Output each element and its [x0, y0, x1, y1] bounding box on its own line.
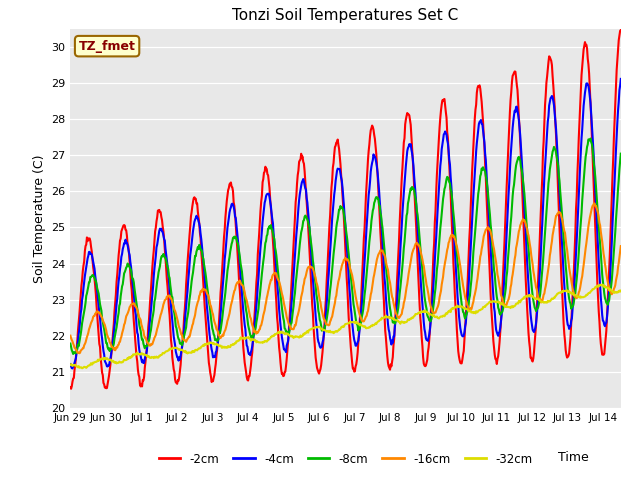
-16cm [67, 333, 74, 338]
-2cm [617, 27, 625, 33]
-16cm [101, 322, 109, 328]
-2cm [101, 384, 109, 390]
Line: -16cm: -16cm [70, 204, 621, 353]
-8cm [484, 197, 492, 203]
-32cm [101, 355, 109, 361]
Text: TZ_fmet: TZ_fmet [79, 40, 136, 53]
Legend: -2cm, -4cm, -8cm, -16cm, -32cm: -2cm, -4cm, -8cm, -16cm, -32cm [154, 448, 537, 470]
-32cm [67, 362, 74, 368]
-16cm [418, 253, 426, 259]
-16cm [591, 201, 598, 206]
-2cm [67, 386, 75, 392]
-8cm [387, 310, 395, 315]
-4cm [401, 170, 409, 176]
-32cm [418, 309, 426, 315]
-2cm [401, 121, 409, 127]
-4cm [418, 292, 426, 298]
-2cm [418, 335, 426, 340]
-16cm [541, 286, 549, 292]
-2cm [67, 384, 74, 390]
Title: Tonzi Soil Temperatures Set C: Tonzi Soil Temperatures Set C [232, 9, 459, 24]
-4cm [101, 358, 109, 364]
-4cm [484, 206, 492, 212]
-8cm [541, 230, 549, 236]
-8cm [617, 151, 625, 156]
-16cm [484, 225, 492, 230]
-4cm [68, 366, 76, 372]
-4cm [67, 361, 74, 367]
Line: -8cm: -8cm [70, 139, 621, 354]
-8cm [401, 230, 409, 236]
-16cm [387, 285, 395, 291]
-4cm [387, 338, 395, 344]
-16cm [617, 243, 625, 249]
-8cm [101, 331, 109, 336]
-16cm [401, 294, 409, 300]
-32cm [596, 282, 604, 288]
-32cm [387, 315, 395, 321]
-8cm [418, 259, 426, 264]
-4cm [541, 165, 549, 170]
Y-axis label: Soil Temperature (C): Soil Temperature (C) [33, 154, 45, 283]
-16cm [76, 350, 83, 356]
-2cm [484, 243, 492, 249]
-32cm [541, 300, 549, 305]
-8cm [69, 351, 77, 357]
-32cm [401, 319, 409, 325]
-32cm [617, 288, 625, 294]
-8cm [67, 341, 74, 347]
-32cm [78, 365, 86, 371]
-2cm [387, 361, 395, 367]
Line: -32cm: -32cm [70, 285, 621, 368]
Text: Time: Time [558, 451, 589, 464]
Line: -4cm: -4cm [70, 79, 621, 369]
Line: -2cm: -2cm [70, 30, 621, 389]
-4cm [617, 76, 625, 82]
-2cm [541, 102, 549, 108]
-8cm [587, 136, 595, 142]
-32cm [484, 300, 492, 306]
